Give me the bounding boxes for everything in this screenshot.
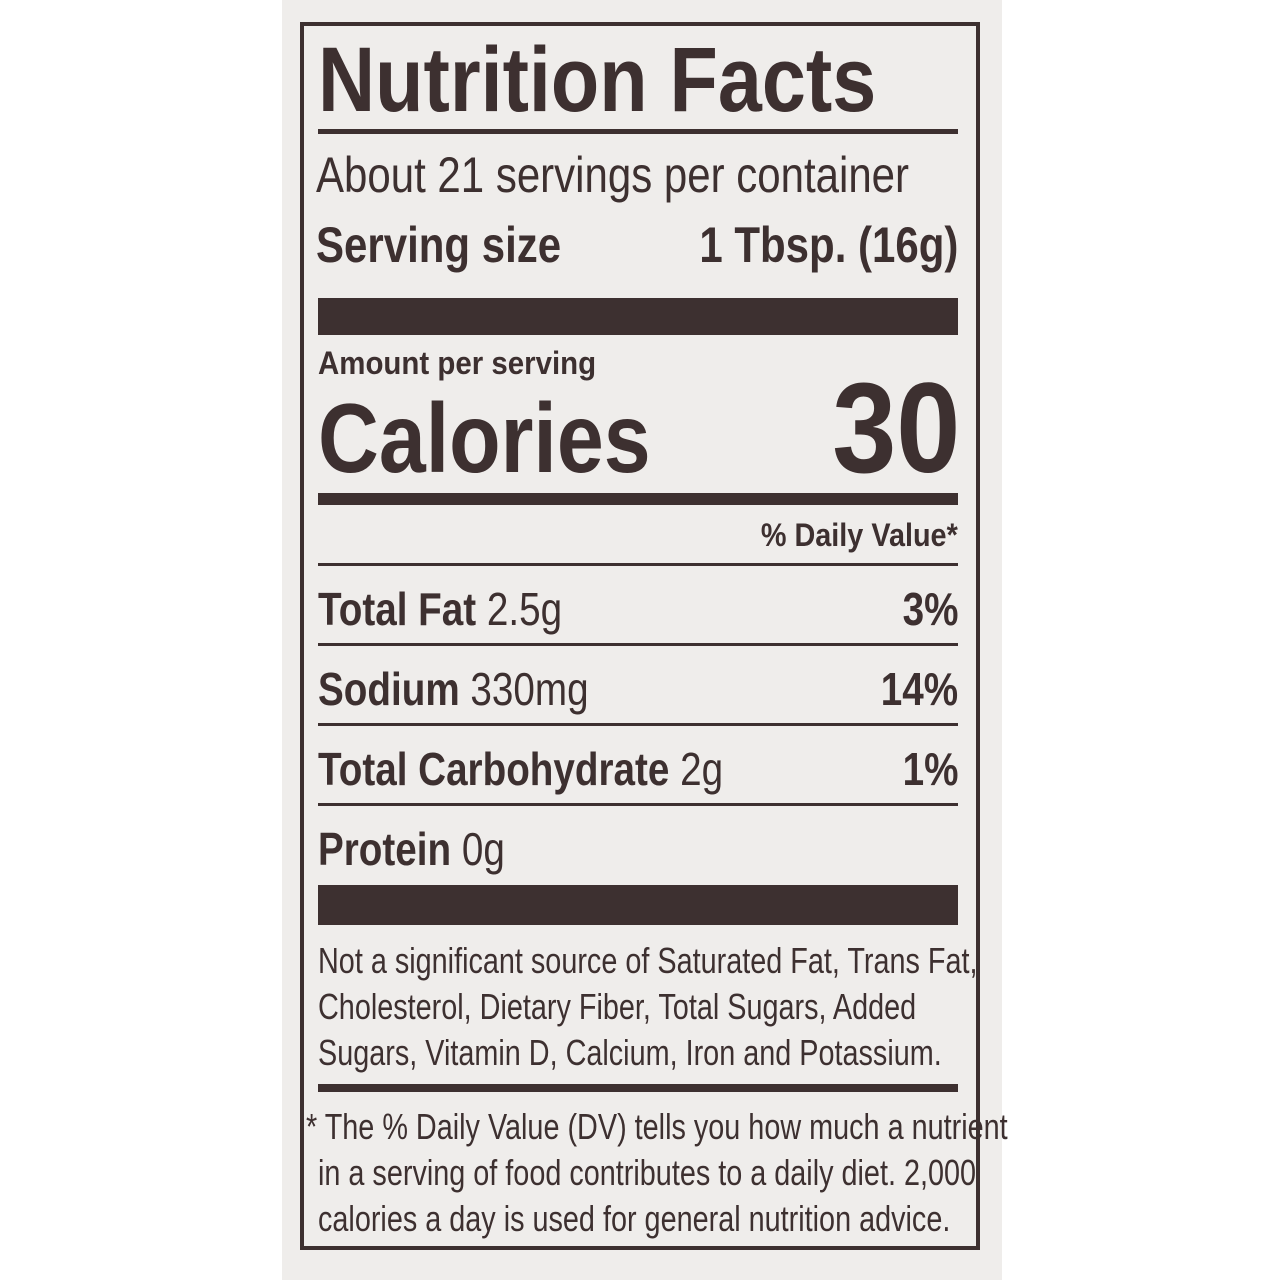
nutrient-dv: 14% <box>880 663 958 715</box>
calories-value: 30 <box>831 357 960 500</box>
divider-medium <box>318 1084 958 1092</box>
divider-thin <box>318 563 958 566</box>
nutrient-name: Total Carbohydrate <box>318 743 670 795</box>
calories-label: Calories <box>318 383 651 493</box>
nutrient-dv: 1% <box>902 743 958 795</box>
nutrient-amount: 0g <box>461 823 505 875</box>
footnote-line: calories a day is used for general nutri… <box>318 1198 951 1239</box>
divider-thick <box>318 298 958 335</box>
nutrient-amount: 330mg <box>470 663 589 715</box>
nutrient-amount: 2.5g <box>486 583 563 635</box>
nutrient-amount: 2g <box>680 743 724 795</box>
nutrient-name: Total Fat <box>318 583 477 635</box>
divider-medium <box>318 493 958 505</box>
divider-thin <box>318 723 958 726</box>
daily-value-header: % Daily Value* <box>761 517 958 553</box>
not-significant-line: Not a significant source of Saturated Fa… <box>318 940 978 981</box>
divider-thick <box>318 885 958 925</box>
nutrient-name: Protein <box>318 823 452 875</box>
not-significant-line: Cholesterol, Dietary Fiber, Total Sugars… <box>318 986 917 1027</box>
amount-per-serving: Amount per serving <box>318 345 597 381</box>
nutrient-dv: 3% <box>902 583 958 635</box>
panel-title: Nutrition Facts <box>318 29 877 131</box>
divider-thin <box>318 803 958 806</box>
servings-per-container: About 21 servings per container <box>316 147 910 203</box>
nutrition-facts-panel <box>300 22 980 1250</box>
label-paper <box>282 0 1002 1280</box>
divider-thin <box>318 129 958 134</box>
footnote-line: in a serving of food contributes to a da… <box>318 1152 977 1193</box>
serving-size-value: 1 Tbsp. (16g) <box>698 217 958 273</box>
divider-thin <box>318 643 958 646</box>
footnote-line: * The % Daily Value (DV) tells you how m… <box>306 1106 1008 1147</box>
serving-size-label: Serving size <box>316 217 562 273</box>
not-significant-line: Sugars, Vitamin D, Calcium, Iron and Pot… <box>318 1032 942 1073</box>
nutrient-name: Sodium <box>318 663 460 715</box>
